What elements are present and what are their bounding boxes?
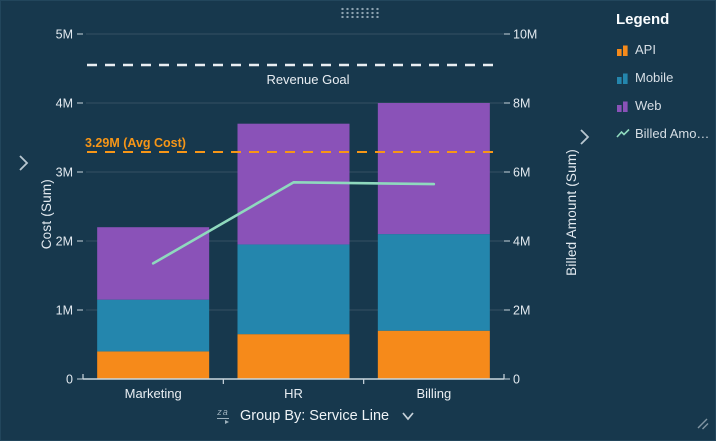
billed-amount-line-icon — [616, 127, 630, 141]
right-axis-tick-label: 6M — [513, 166, 530, 180]
left-axis-tick-label: 3M — [56, 166, 73, 180]
bar-segment-web-billing[interactable] — [377, 103, 490, 235]
right-axis-tick-label: 4M — [513, 235, 530, 249]
right-axis-title: Billed Amount (Sum) — [564, 149, 579, 276]
legend-item-label: Mobile — [635, 70, 674, 85]
bar-segment-mobile-hr[interactable] — [237, 244, 350, 335]
legend-item-api[interactable]: API — [602, 42, 712, 57]
legend-panel: Legend API Mobile Web Billed Amo… — [602, 11, 712, 154]
left-axis-tick-label: 4M — [56, 97, 73, 111]
x-axis-category-label: HR — [284, 386, 303, 401]
group-by-chevron-down-icon[interactable] — [400, 409, 416, 427]
bar-segment-api-marketing[interactable] — [97, 351, 210, 379]
left-axis-title: Cost (Sum) — [39, 179, 54, 250]
right-axis-chevron-right-icon[interactable] — [576, 127, 592, 152]
right-axis-tick-label: 0 — [513, 373, 520, 387]
legend-item-billed-amount[interactable]: Billed Amo… — [602, 126, 712, 141]
legend-item-label: API — [635, 42, 656, 57]
left-axis-tick-label: 2M — [56, 235, 73, 249]
legend-item-web[interactable]: Web — [602, 98, 712, 113]
mobile-bars-icon — [616, 71, 630, 85]
group-by-control: za Group By: Service Line — [217, 404, 416, 428]
x-axis-category-label: Marketing — [125, 386, 182, 401]
right-axis-tick-label: 10M — [513, 28, 537, 42]
left-axis-tick-label: 0 — [66, 373, 73, 387]
right-axis-tick-label: 8M — [513, 97, 530, 111]
x-axis-category-label: Billing — [416, 386, 451, 401]
left-axis-chevron-right-icon[interactable] — [15, 153, 31, 178]
api-bars-icon — [616, 43, 630, 57]
drag-handle-icon[interactable] — [340, 7, 380, 18]
legend-item-label: Web — [635, 98, 662, 113]
resize-grip-icon[interactable] — [697, 417, 709, 435]
legend-item-mobile[interactable]: Mobile — [602, 70, 712, 85]
left-axis-tick-label: 1M — [56, 304, 73, 318]
bar-segment-mobile-marketing[interactable] — [97, 299, 210, 352]
sort-za-icon[interactable]: za — [217, 408, 229, 424]
bar-segment-mobile-billing[interactable] — [377, 234, 490, 331]
legend-item-label: Billed Amo… — [635, 126, 710, 141]
billed-amount-line[interactable] — [151, 181, 436, 265]
reference-line-label: Revenue Goal — [266, 72, 349, 87]
reference-line-label: 3.29M (Avg Cost) — [85, 136, 186, 150]
group-by-label[interactable]: Group By: Service Line — [240, 408, 390, 424]
legend-title: Legend — [616, 11, 670, 28]
bar-segment-api-hr[interactable] — [237, 334, 350, 379]
right-axis-tick-label: 2M — [513, 304, 530, 318]
web-bars-icon — [616, 99, 630, 113]
bar-segment-api-billing[interactable] — [377, 330, 490, 379]
left-axis-tick-label: 5M — [56, 28, 73, 42]
